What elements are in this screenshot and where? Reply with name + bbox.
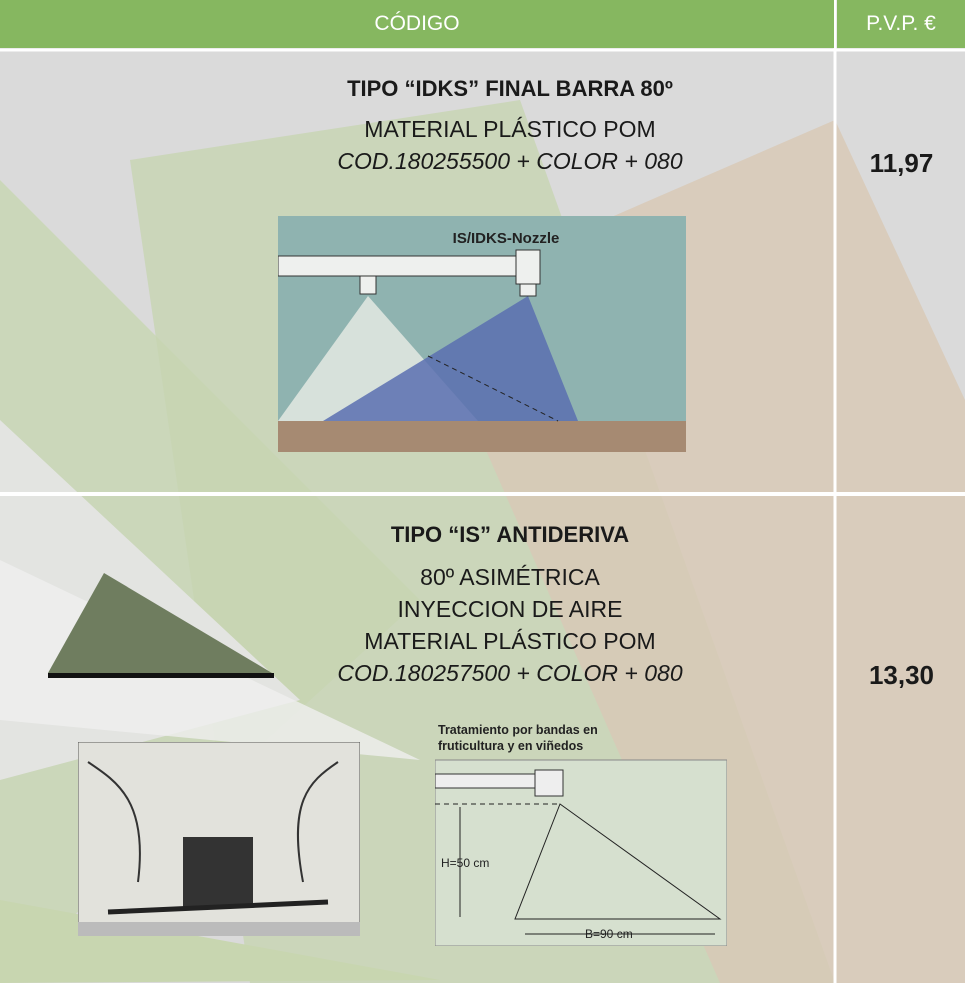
figure-label: IS/IDKS-Nozzle — [453, 230, 560, 247]
orchard-drawing — [78, 742, 360, 936]
nozzle-diagram: IS/IDKS-Nozzle — [278, 216, 686, 452]
row-line: MATERIAL PLÁSTICO POM — [364, 116, 656, 142]
row-line: MATERIAL PLÁSTICO POM — [364, 628, 656, 654]
header-price: P.V.P. € — [837, 0, 965, 48]
figure-label: fruticultura y en viñedos — [438, 739, 583, 753]
row-line: 80º ASIMÉTRICA — [420, 564, 600, 590]
row-line: INYECCION DE AIRE — [397, 596, 623, 622]
header-code: CÓDIGO — [0, 0, 834, 48]
row-title: TIPO “IS” ANTIDERIVA — [390, 522, 630, 547]
price: 13,30 — [868, 660, 935, 690]
row-code: COD.180255500 + COLOR + 080 — [337, 148, 683, 174]
spray-triangle — [48, 573, 274, 678]
figure-label: Tratamiento por bandas en — [438, 723, 598, 737]
price: 11,97 — [869, 148, 934, 178]
figure-label: H=50 cm — [441, 856, 489, 870]
figure-label: B=90 cm — [585, 927, 633, 941]
row-code: COD.180257500 + COLOR + 080 — [337, 660, 683, 686]
band-diagram: Tratamiento por bandas en fruticultura y… — [435, 723, 727, 946]
row-title: TIPO “IDKS” FINAL BARRA 80º — [347, 76, 673, 101]
